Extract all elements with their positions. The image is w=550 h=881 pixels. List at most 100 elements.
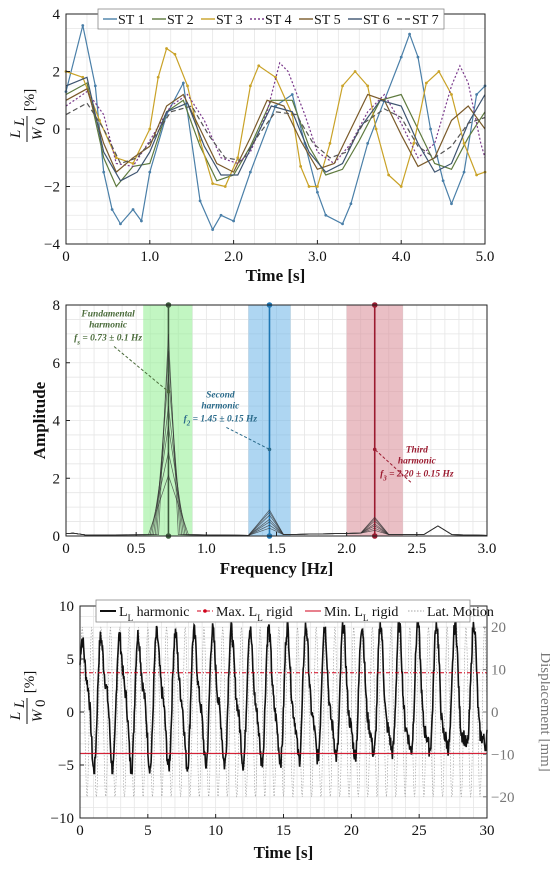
series-point xyxy=(248,170,252,174)
legend-entry: ST 4 xyxy=(265,13,292,28)
legend-box xyxy=(97,8,445,30)
series-point xyxy=(374,127,378,131)
series-point xyxy=(475,93,479,96)
series-point xyxy=(148,127,152,131)
series-line-ST-5 xyxy=(65,87,486,174)
spectrum-trace xyxy=(65,474,488,536)
series-point xyxy=(387,173,391,177)
x-tick-label: 1.5 xyxy=(267,541,286,557)
series-point xyxy=(399,185,403,188)
x-tick-label: 25 xyxy=(412,823,427,839)
y-tick-label: 4 xyxy=(53,7,61,23)
x-tick-label: 15 xyxy=(276,823,291,839)
lateral-motion-line xyxy=(79,626,488,798)
y-axis-label: Amplitude xyxy=(30,381,49,459)
y-tick-label: 4 xyxy=(53,414,61,430)
series-point xyxy=(412,141,416,145)
legend-entry: ST 6 xyxy=(363,13,390,28)
series-point xyxy=(236,156,240,160)
annotation-formula: f2 = 1.45 ± 0.15 Hz xyxy=(184,414,258,427)
annotation-title: Third xyxy=(406,445,428,455)
x-tick-label: 5.0 xyxy=(476,249,495,265)
annotation-title: harmonic xyxy=(201,401,240,411)
series-point xyxy=(307,185,311,188)
y-label-num-sub: L xyxy=(12,700,28,709)
series-point xyxy=(223,185,227,188)
x-tick-label: 30 xyxy=(480,823,495,839)
series-point xyxy=(148,170,152,174)
series-point xyxy=(399,55,403,59)
series-point xyxy=(114,156,118,160)
series-point xyxy=(424,81,428,85)
series-point xyxy=(257,64,261,68)
series-point xyxy=(437,70,441,73)
annotation-arrow-head xyxy=(372,447,377,452)
x-tick-label: 1.0 xyxy=(140,249,159,265)
legend-entry: ST 7 xyxy=(412,13,439,28)
x-tick-label: 5 xyxy=(144,823,152,839)
x-tick-label: 3.0 xyxy=(478,541,497,557)
series-point xyxy=(366,84,370,88)
series-point xyxy=(198,199,202,203)
harmonic-signal-line xyxy=(79,620,488,775)
series-point xyxy=(299,164,303,168)
series-point xyxy=(429,127,432,131)
series-point xyxy=(93,84,97,88)
y-tick-label: 2 xyxy=(53,471,61,487)
x-tick-label: 0 xyxy=(62,541,70,557)
series-line-ST-6 xyxy=(65,76,486,182)
series-point xyxy=(475,173,479,177)
x-axis-label: Frequency [Hz] xyxy=(220,559,333,578)
series-point xyxy=(173,52,177,56)
y-tick-label: −2 xyxy=(44,180,60,196)
y2-tick-label: −20 xyxy=(491,790,514,806)
legend-box xyxy=(95,599,471,623)
annotation-formula: fs = 0.73 ± 0.1 Hz xyxy=(74,334,142,347)
x-tick-label: 3.0 xyxy=(308,249,327,265)
y-tick-label: 6 xyxy=(53,356,61,372)
series-point xyxy=(274,75,277,79)
series-point xyxy=(328,141,332,145)
x-tick-label: 0 xyxy=(76,823,84,839)
y-tick-label: 5 xyxy=(67,652,75,668)
legend-swatch-marker xyxy=(203,609,207,613)
series-point xyxy=(316,185,319,188)
y-tick-label: 0 xyxy=(67,705,75,721)
y-label-den: W xyxy=(30,126,46,140)
x-tick-label: 2.5 xyxy=(407,541,426,557)
x-axis-label: Time [s] xyxy=(246,266,306,285)
series-point xyxy=(462,141,466,145)
annotation-arrow-head xyxy=(166,389,171,394)
legend: LL harmonic Max. LL rigid Min. LL rigid Lat… xyxy=(95,599,494,623)
series-point xyxy=(140,219,143,223)
series-point xyxy=(324,213,328,217)
series-point xyxy=(156,75,160,79)
y-tick-label: 0 xyxy=(53,122,61,138)
series-point xyxy=(119,222,122,226)
x-axis-label: Time [s] xyxy=(254,843,314,862)
series-point xyxy=(450,202,453,206)
y-label-num: L xyxy=(8,130,24,139)
series-point xyxy=(408,32,411,36)
series-point xyxy=(462,170,466,174)
series-point xyxy=(211,182,215,186)
legend-entry: ST 3 xyxy=(216,13,243,28)
series-point xyxy=(131,208,135,211)
annotation-arrow xyxy=(226,426,270,450)
y-tick-label: −10 xyxy=(51,811,74,827)
y2-tick-label: 20 xyxy=(491,620,506,636)
annotation-arrow-head xyxy=(267,447,272,452)
series-point xyxy=(341,222,344,226)
y-label-unit: [%] xyxy=(22,671,38,694)
series-point xyxy=(441,179,445,183)
x-tick-label: 20 xyxy=(344,823,359,839)
y-tick-label: 2 xyxy=(53,65,61,81)
y-tick-label: 0 xyxy=(53,529,61,545)
series-point xyxy=(102,170,106,174)
y-tick-label: 10 xyxy=(59,599,74,615)
legend-entry: ST 2 xyxy=(167,13,194,28)
